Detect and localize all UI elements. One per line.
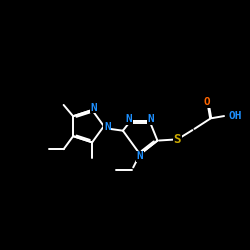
Text: N: N bbox=[90, 102, 97, 113]
Text: N: N bbox=[104, 122, 111, 132]
Text: N: N bbox=[126, 114, 132, 124]
Text: N: N bbox=[148, 114, 154, 124]
Text: N: N bbox=[136, 151, 143, 161]
Text: S: S bbox=[174, 133, 181, 146]
Text: OH: OH bbox=[229, 111, 242, 121]
Text: O: O bbox=[204, 97, 210, 107]
